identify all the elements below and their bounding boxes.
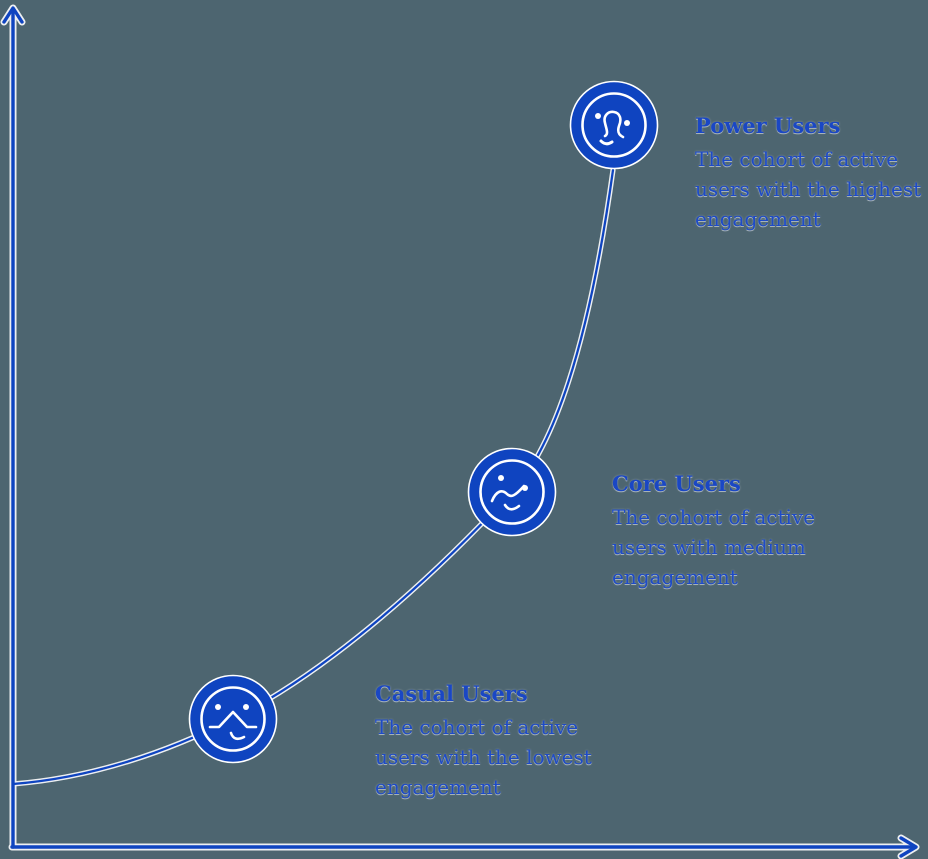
cohort-description-line: users with medium xyxy=(612,535,806,559)
x-axis-arrow-icon xyxy=(899,836,918,858)
power-user-face-icon xyxy=(569,80,659,170)
cohort-description-line: users with the lowest xyxy=(375,745,592,769)
cohort-label-casual-users: Casual Users The cohort of active users … xyxy=(375,679,592,802)
casual-user-face-icon xyxy=(188,674,278,764)
growth-curve xyxy=(11,168,615,786)
cohort-description-line: engagement xyxy=(695,207,821,231)
cohort-description-line: engagement xyxy=(375,775,501,799)
cohort-title: Power Users xyxy=(695,113,841,138)
cohort-label-power-users: Power Users The cohort of active users w… xyxy=(695,111,921,234)
cohort-title: Core Users xyxy=(612,471,741,496)
cohort-description-line: The cohort of active xyxy=(612,505,816,529)
cohort-description-line: The cohort of active xyxy=(375,715,579,739)
y-axis-arrow-icon xyxy=(2,6,24,24)
cohort-label-core-users: Core Users The cohort of active users wi… xyxy=(612,469,815,592)
cohort-description-line: The cohort of active xyxy=(695,147,899,171)
cohort-description-line: engagement xyxy=(612,565,738,589)
core-user-face-icon xyxy=(467,447,557,537)
cohort-title: Casual Users xyxy=(375,681,528,706)
cohort-description-line: users with the highest xyxy=(695,177,922,201)
